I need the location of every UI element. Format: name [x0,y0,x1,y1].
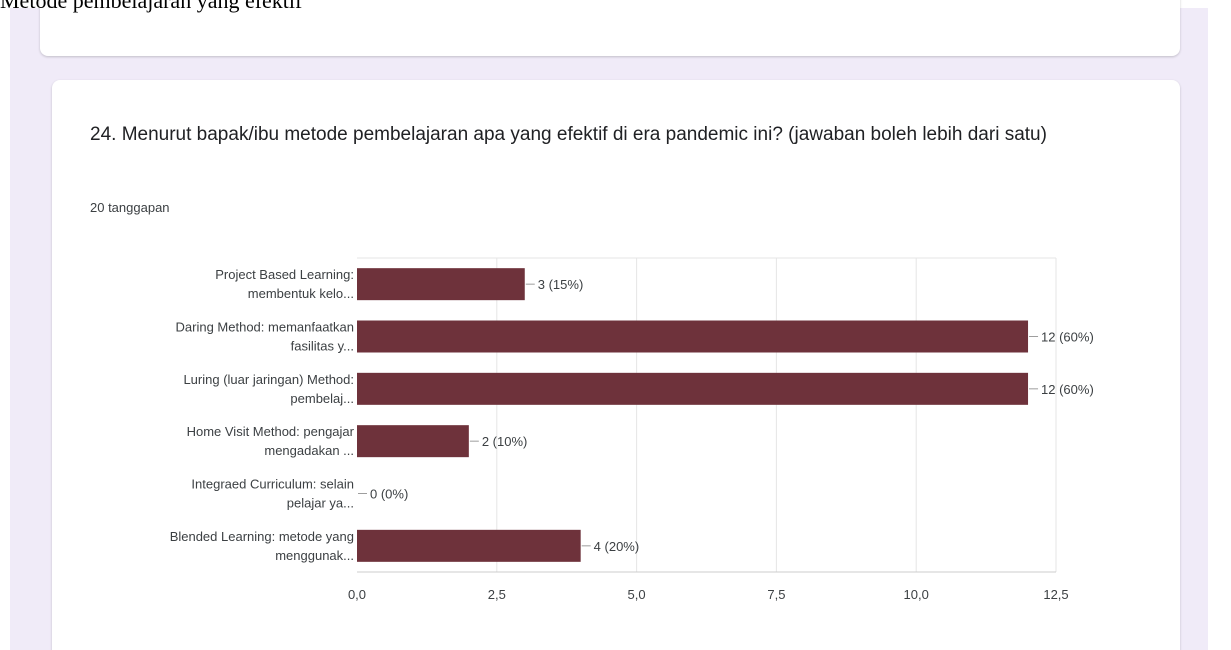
category-label: pembelaj... [290,391,354,406]
category-label: Home Visit Method: pengajar [187,424,355,439]
category-label: Daring Method: memanfaatkan [176,320,354,335]
x-tick-label: 0,0 [348,587,366,602]
bar[interactable] [357,372,1029,405]
x-tick-label: 12,5 [1043,587,1068,602]
category-label: Project Based Learning: [215,267,354,282]
category-label: Integraed Curriculum: selain [191,477,354,492]
data-label: 12 (60%) [1041,382,1094,397]
question-title: 24. Menurut bapak/ibu metode pembelajara… [90,124,1047,145]
category-label: fasilitas y... [291,339,354,354]
data-label: 12 (60%) [1041,330,1094,345]
bar[interactable] [357,268,525,301]
x-tick-label: 5,0 [628,587,646,602]
data-label: 3 (15%) [538,277,584,292]
category-label: mengadakan ... [264,443,354,458]
data-label: 0 (0%) [370,487,408,502]
category-label: membentuk kelo... [248,286,354,301]
category-label: Blended Learning: metode yang [170,529,354,544]
question-card [52,80,1180,650]
bar[interactable] [357,320,1029,353]
bar[interactable] [357,529,581,562]
data-label: 2 (10%) [482,434,528,449]
category-label: Luring (luar jaringan) Method: [183,372,354,387]
bar[interactable] [357,425,469,458]
previous-question-card [40,0,1180,56]
category-label: menggunak... [275,548,354,563]
response-count: 20 tanggapan [90,200,170,215]
x-tick-label: 2,5 [488,587,506,602]
data-label: 4 (20%) [594,539,640,554]
x-tick-label: 7,5 [767,587,785,602]
document-heading: Metode pembelajaran yang efektif [0,0,303,13]
x-tick-label: 10,0 [904,587,929,602]
category-label: pelajar ya... [287,496,354,511]
